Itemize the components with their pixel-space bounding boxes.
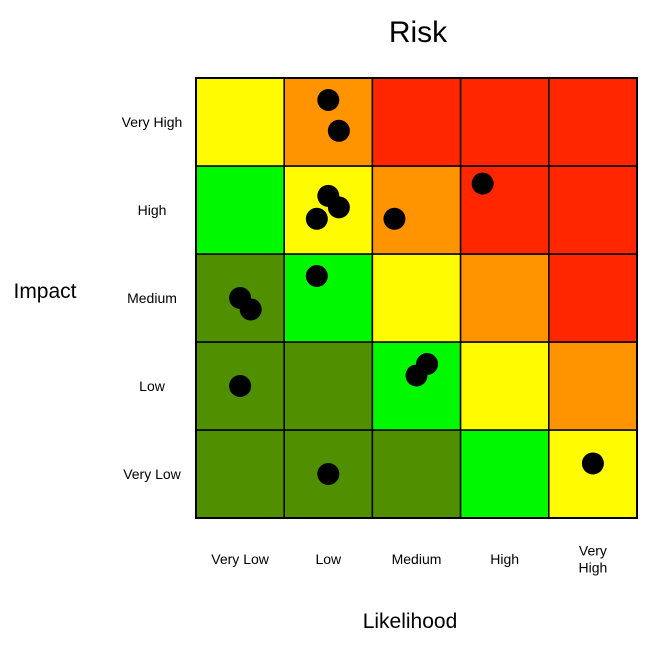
risk-point xyxy=(405,364,428,387)
y-tick-label: Very High xyxy=(122,114,183,130)
x-tick-label-line: Very xyxy=(579,543,607,559)
heatmap-cell xyxy=(459,253,550,343)
heatmap-cell xyxy=(548,77,638,167)
chart-title: Risk xyxy=(389,16,448,49)
risk-point xyxy=(239,298,262,321)
heatmap-cell xyxy=(371,77,462,167)
heatmap-cell xyxy=(548,253,638,343)
x-tick-label: Medium xyxy=(392,551,442,567)
heatmap-cell xyxy=(548,341,638,431)
x-tick-label-line: Very Low xyxy=(211,551,269,567)
x-axis-title: Likelihood xyxy=(363,610,458,633)
y-tick-label: Very Low xyxy=(123,466,181,482)
heatmap-cell xyxy=(283,341,374,431)
heatmap-cell xyxy=(195,429,285,519)
heatmap-cells xyxy=(195,77,638,519)
y-tick-label: Low xyxy=(139,378,166,394)
x-tick-label: Very Low xyxy=(211,551,269,567)
heatmap-cell xyxy=(459,77,550,167)
y-tick-labels: Very Low Low Medium High Very High xyxy=(122,114,183,482)
x-tick-label: Very High xyxy=(579,543,608,576)
grid-border xyxy=(195,77,638,519)
risk-point xyxy=(327,196,350,219)
heatmap-cell xyxy=(371,429,462,519)
heatmap-cell xyxy=(459,341,550,431)
risk-point xyxy=(305,207,328,230)
x-tick-label-line: High xyxy=(490,551,519,567)
risk-point xyxy=(317,89,340,111)
x-tick-label: High xyxy=(490,551,519,567)
risk-point xyxy=(327,119,350,142)
risk-point xyxy=(471,172,494,195)
heatmap-cell xyxy=(283,253,374,343)
y-tick-label: High xyxy=(138,202,167,218)
heatmap-cell xyxy=(371,253,462,343)
x-tick-label-line: Low xyxy=(315,551,342,567)
heatmap-cell xyxy=(195,77,285,167)
y-axis-title: Impact xyxy=(13,280,76,303)
risk-point xyxy=(317,463,340,485)
risk-point xyxy=(305,265,328,287)
risk-point xyxy=(383,207,406,230)
heatmap-cell xyxy=(548,165,638,255)
x-tick-label: Low xyxy=(315,551,342,567)
x-tick-label-line: Medium xyxy=(392,551,442,567)
heatmap-cell xyxy=(459,429,550,519)
risk-points xyxy=(229,89,604,485)
heatmap-cell xyxy=(195,165,285,255)
risk-point xyxy=(581,452,604,475)
heatmap-cell xyxy=(371,165,462,255)
x-tick-label-line: High xyxy=(579,560,608,576)
y-tick-label: Medium xyxy=(127,290,177,306)
risk-point xyxy=(229,375,252,397)
